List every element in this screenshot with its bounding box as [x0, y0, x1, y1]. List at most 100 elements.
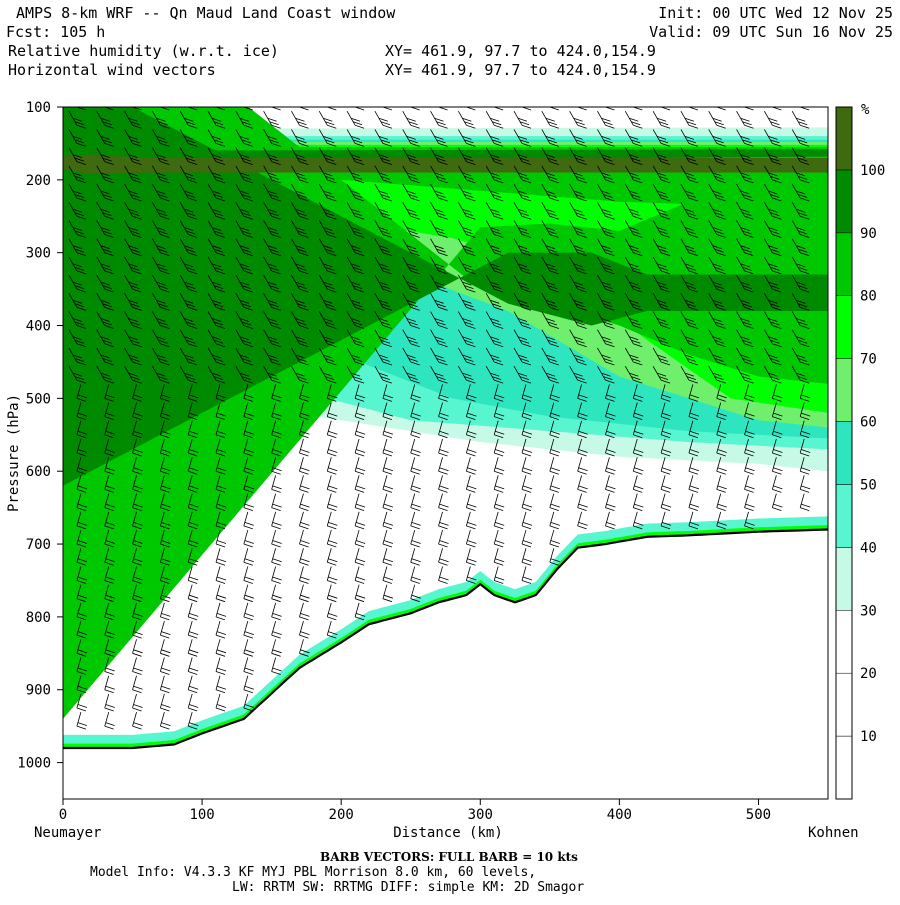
wind-barb	[458, 347, 476, 366]
wind-barb	[521, 566, 533, 584]
wind-barb	[124, 311, 142, 329]
wind-barb	[632, 402, 644, 420]
wind-barb	[207, 311, 226, 329]
wind-barb	[624, 329, 643, 348]
wind-barb	[207, 220, 226, 238]
rh-band-90-top	[63, 149, 828, 173]
wind-barb	[791, 365, 810, 384]
wind-barb	[68, 365, 87, 384]
wind-barb	[382, 402, 394, 420]
wind-barb	[263, 147, 281, 166]
wind-barb	[263, 365, 281, 384]
wind-barb	[410, 584, 421, 603]
wind-barb	[326, 475, 338, 493]
wind-barb	[541, 256, 559, 275]
wind-barb	[374, 147, 393, 166]
wind-barb	[243, 548, 254, 566]
wind-barb	[791, 202, 810, 220]
wind-barb	[187, 566, 199, 584]
wind-barb	[346, 220, 365, 238]
wind-barb	[354, 457, 366, 475]
wind-barb	[771, 438, 783, 457]
colorbar-segment	[835, 421, 853, 485]
wind-barb	[597, 220, 615, 238]
wind-barb	[374, 365, 393, 384]
wind-barb	[716, 402, 727, 420]
wind-barb	[493, 402, 505, 420]
colorbar-label: 90	[860, 226, 877, 242]
wind-barb	[632, 457, 644, 475]
wind-barb	[513, 293, 532, 311]
wind-barb	[458, 129, 476, 147]
wind-barb	[799, 384, 811, 402]
wind-barb	[513, 274, 532, 293]
wind-barb	[465, 384, 477, 402]
wind-barb	[159, 675, 171, 694]
y-tick-label: 300	[26, 246, 51, 262]
wind-barb	[744, 511, 755, 530]
wind-barb	[577, 402, 588, 420]
wind-barb	[521, 529, 533, 548]
wind-barb	[577, 475, 588, 493]
y-tick-label: 100	[26, 100, 51, 116]
field-label-rh: Relative humidity (w.r.t. ice)	[8, 42, 279, 60]
wind-barb	[152, 347, 170, 366]
wind-barb	[791, 129, 810, 147]
wind-barb	[708, 147, 726, 166]
wind-barb	[159, 384, 171, 402]
wind-barb	[374, 238, 393, 257]
wind-barb	[124, 165, 142, 184]
wind-barb	[271, 620, 282, 639]
wind-barb	[243, 620, 254, 639]
wind-barb	[458, 220, 476, 238]
wind-barb	[291, 220, 309, 238]
wind-barb	[243, 402, 254, 420]
wind-barb	[326, 584, 338, 603]
wind-barb	[132, 566, 143, 584]
wind-barb	[132, 384, 143, 402]
wind-barb	[410, 402, 421, 420]
wind-barb	[179, 183, 198, 202]
wind-barb	[430, 365, 448, 384]
wind-barb	[688, 384, 700, 402]
wind-barb	[708, 274, 726, 293]
colorbar-segment	[835, 672, 853, 737]
wind-barb	[68, 329, 87, 348]
x-axis: 0 100 200 300 400 500	[59, 799, 771, 823]
colorbar-segment	[835, 295, 853, 359]
wind-barb	[577, 457, 588, 475]
wind-barb	[235, 129, 253, 147]
wind-barb	[632, 493, 644, 512]
init-time: Init: 00 UTC Wed 12 Nov 25	[658, 4, 893, 22]
wind-barb	[326, 511, 338, 530]
wind-barb	[736, 293, 754, 311]
wind-barb	[541, 274, 559, 293]
wind-barb	[263, 256, 281, 275]
wind-barb	[263, 129, 281, 147]
wind-barb	[159, 639, 171, 657]
wind-barb	[708, 202, 726, 220]
wind-barb	[791, 293, 810, 311]
wind-barb	[124, 274, 142, 293]
wind-barb	[791, 311, 810, 329]
wind-barb	[402, 183, 420, 202]
wind-barb	[430, 311, 448, 329]
x-tick-label: 500	[746, 807, 771, 823]
wind-barb	[465, 566, 477, 584]
wind-barb	[354, 584, 366, 603]
wind-barb	[569, 202, 587, 220]
wind-barb	[465, 493, 477, 512]
wind-barb	[76, 712, 88, 730]
wind-barb	[318, 293, 337, 311]
wind-barb	[624, 220, 643, 238]
wind-barb	[326, 602, 338, 621]
wind-barb	[402, 256, 420, 275]
wind-barb	[688, 420, 700, 439]
wind-barb	[291, 165, 309, 184]
wind-barb	[569, 183, 587, 202]
wind-barb	[299, 438, 310, 457]
wind-barb	[549, 420, 560, 439]
wind-barb	[159, 402, 171, 420]
wind-barb	[326, 438, 338, 457]
wind-barb	[541, 347, 559, 366]
